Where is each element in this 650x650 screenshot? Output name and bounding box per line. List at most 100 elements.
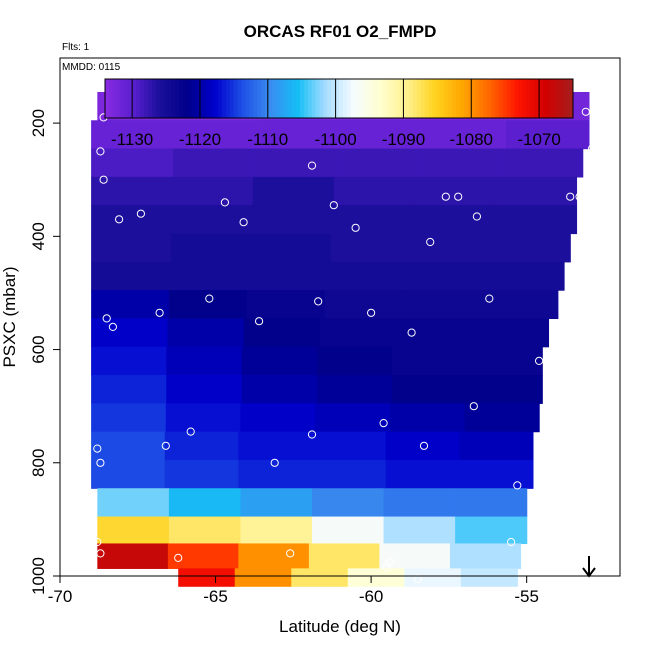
heatmap-cell bbox=[238, 543, 310, 569]
colorbar-swatch bbox=[151, 79, 157, 118]
heatmap-cell bbox=[252, 176, 335, 206]
colorbar-tick-label: -1120 bbox=[179, 130, 221, 149]
colorbar-swatch bbox=[448, 79, 453, 118]
colorbar-swatch bbox=[179, 79, 184, 118]
heatmap-cell bbox=[240, 516, 313, 545]
heatmap-cell bbox=[246, 290, 326, 320]
heatmap-cell bbox=[254, 148, 338, 178]
colorbar-swatch bbox=[136, 79, 141, 118]
colorbar-swatch bbox=[233, 79, 239, 118]
heatmap-cell bbox=[449, 543, 522, 569]
colorbar-swatch bbox=[444, 79, 449, 118]
colorbar-swatch bbox=[378, 79, 383, 118]
heatmap-cell bbox=[91, 459, 166, 489]
heatmap-cell bbox=[166, 375, 243, 404]
heatmap-cell bbox=[240, 403, 316, 433]
heatmap-cell bbox=[168, 516, 242, 545]
colorbar-swatch bbox=[526, 79, 531, 118]
heatmap-cell bbox=[167, 318, 245, 348]
heatmap-cell bbox=[240, 488, 313, 518]
colorbar-swatch bbox=[506, 79, 512, 118]
heatmap-cell bbox=[91, 148, 174, 178]
heatmap-cell bbox=[243, 318, 321, 348]
heatmap-cell bbox=[291, 568, 349, 587]
colorbar-swatch bbox=[120, 79, 125, 118]
heatmap-cell bbox=[97, 488, 170, 518]
heatmap-cell bbox=[91, 205, 173, 235]
data-point bbox=[286, 549, 295, 558]
x-tick-label: -65 bbox=[203, 587, 228, 606]
colorbar-swatch bbox=[116, 79, 122, 118]
heatmap-cell bbox=[464, 403, 540, 433]
heatmap-cell bbox=[91, 176, 173, 206]
colorbar-swatch bbox=[159, 79, 164, 118]
colorbar-swatch bbox=[413, 79, 418, 118]
heatmap-cell bbox=[241, 346, 318, 376]
colorbar-swatch bbox=[436, 79, 441, 118]
heatmap-cell bbox=[169, 261, 250, 291]
heatmap-cell bbox=[91, 233, 172, 263]
heatmap-cell bbox=[308, 543, 381, 569]
colorbar-swatch bbox=[311, 79, 317, 118]
heatmap-cell bbox=[170, 233, 252, 263]
colorbar-swatch bbox=[280, 79, 285, 118]
colorbar-tick-label: -1130 bbox=[111, 130, 153, 149]
colorbar-swatch bbox=[292, 79, 297, 118]
heatmap-cell bbox=[168, 290, 248, 320]
colorbar-swatch bbox=[475, 79, 480, 118]
chart-title: ORCAS RF01 O2_FMPD bbox=[244, 22, 437, 41]
heatmap-cell bbox=[252, 205, 335, 235]
data-point bbox=[566, 192, 575, 201]
colorbar-swatch bbox=[471, 79, 476, 118]
colorbar-swatch bbox=[452, 79, 457, 118]
heatmap-cell bbox=[467, 375, 543, 404]
date-note: MMDD: 0115 bbox=[62, 62, 121, 73]
colorbar-swatch bbox=[342, 79, 348, 118]
colorbar-swatch bbox=[409, 79, 414, 118]
colorbar-swatch bbox=[171, 79, 176, 118]
colorbar-swatch bbox=[370, 79, 375, 118]
colorbar-swatch bbox=[105, 79, 110, 118]
colorbar-swatch bbox=[335, 79, 340, 118]
colorbar-swatch bbox=[440, 79, 445, 118]
colorbar-tick-label: -1080 bbox=[450, 130, 493, 149]
colorbar-swatch bbox=[241, 79, 246, 118]
colorbar-tick-label: -1110 bbox=[247, 130, 288, 149]
colorbar-swatch bbox=[175, 79, 180, 118]
colorbar-swatch bbox=[268, 79, 274, 118]
data-point bbox=[485, 294, 494, 303]
data-point bbox=[102, 314, 111, 323]
colorbar-swatch bbox=[272, 79, 278, 118]
heatmap-cell bbox=[324, 290, 403, 320]
heatmap-cell bbox=[234, 568, 292, 587]
colorbar-swatch bbox=[124, 79, 129, 118]
colorbar-swatch bbox=[459, 79, 465, 118]
heatmap-cell bbox=[385, 431, 460, 461]
colorbar-swatch bbox=[514, 79, 519, 118]
data-point bbox=[382, 563, 391, 572]
x-tick-label: -55 bbox=[514, 587, 539, 606]
data-point bbox=[441, 192, 450, 201]
heatmap-cell bbox=[327, 261, 407, 291]
heatmap-cell bbox=[402, 290, 481, 320]
data-point bbox=[96, 549, 105, 558]
heatmap-cell bbox=[97, 543, 169, 569]
heatmap-cell bbox=[333, 205, 416, 235]
heatmap-cell bbox=[91, 403, 167, 433]
heatmap-cell bbox=[414, 176, 497, 206]
colorbar-swatch bbox=[393, 79, 398, 118]
heatmap-cell bbox=[316, 375, 393, 404]
colorbar-swatch bbox=[245, 79, 250, 118]
colorbar-swatch bbox=[420, 79, 426, 118]
colorbar-swatch bbox=[132, 79, 137, 118]
heatmap-cell bbox=[505, 120, 590, 150]
colorbar-swatch bbox=[397, 79, 402, 118]
heatmap-cell bbox=[316, 346, 393, 376]
data-point bbox=[307, 161, 317, 170]
colorbar-swatch bbox=[374, 79, 379, 118]
colorbar-swatch bbox=[218, 79, 223, 118]
colorbar-swatch bbox=[237, 79, 242, 118]
colorbar-swatch bbox=[253, 79, 258, 118]
data-point bbox=[454, 192, 463, 201]
colorbar-swatch bbox=[569, 79, 574, 118]
